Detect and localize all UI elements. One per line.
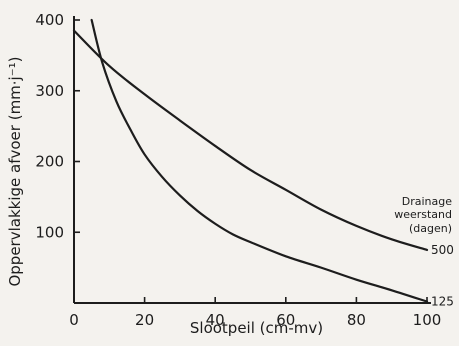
- series-label-500: 500: [431, 243, 454, 257]
- series-label-125: 125: [431, 295, 454, 309]
- y-tick-label: 400: [35, 11, 64, 29]
- x-tick-label: 40: [206, 311, 225, 329]
- y-axis-title: Oppervlakkige afvoer (mm·j⁻¹): [6, 56, 24, 286]
- series-line-125: [90, 18, 429, 303]
- legend-title-line: weerstand: [394, 208, 452, 221]
- series-line-500: [72, 29, 429, 252]
- x-tick-label: 80: [347, 311, 366, 329]
- y-tick-label: 100: [35, 223, 64, 241]
- x-tick-label: 0: [69, 311, 79, 329]
- axes: [73, 16, 431, 304]
- legend-title-line: (dagen): [409, 222, 452, 235]
- x-axis-title: Slootpeil (cm-mv): [190, 319, 323, 337]
- y-tick-label: 300: [35, 82, 64, 100]
- legend-title-line: Drainage: [402, 195, 452, 208]
- x-tick-label: 100: [413, 311, 442, 329]
- y-tick-label: 200: [35, 153, 64, 171]
- series-lines: [72, 18, 429, 303]
- ticks: 0 20 40 60 80 100 100 200 300 400: [35, 11, 441, 329]
- x-tick-label: 20: [135, 311, 154, 329]
- x-tick-label: 60: [276, 311, 295, 329]
